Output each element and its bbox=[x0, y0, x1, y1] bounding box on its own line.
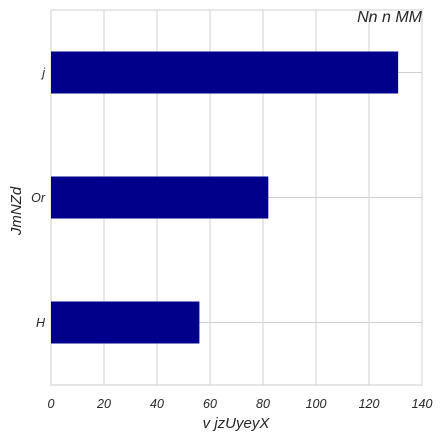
y-tick-label: Or bbox=[31, 191, 46, 205]
bar-h bbox=[51, 301, 200, 344]
x-tick-label: 140 bbox=[412, 397, 433, 411]
x-tick-label: 0 bbox=[48, 397, 55, 411]
x-tick-labels: 0 20 40 60 80 100 120 140 bbox=[48, 397, 433, 411]
x-tick-label: 120 bbox=[359, 397, 380, 411]
bars bbox=[51, 51, 399, 344]
bar-or bbox=[51, 176, 269, 219]
x-axis-label: v jzUyeyX bbox=[203, 415, 271, 432]
chart-title: Nn n MM bbox=[357, 9, 423, 26]
x-tick-label: 20 bbox=[96, 397, 111, 411]
y-axis-label: JmNZd bbox=[8, 186, 25, 236]
x-tick-label: 80 bbox=[256, 397, 270, 411]
x-tick-label: 40 bbox=[150, 397, 164, 411]
y-tick-labels: j Or H bbox=[31, 66, 46, 330]
x-tick-label: 60 bbox=[203, 397, 217, 411]
y-tick-label: j bbox=[40, 66, 46, 80]
bar-j bbox=[51, 51, 399, 94]
y-tick-label: H bbox=[36, 316, 46, 330]
x-tick-label: 100 bbox=[306, 397, 327, 411]
